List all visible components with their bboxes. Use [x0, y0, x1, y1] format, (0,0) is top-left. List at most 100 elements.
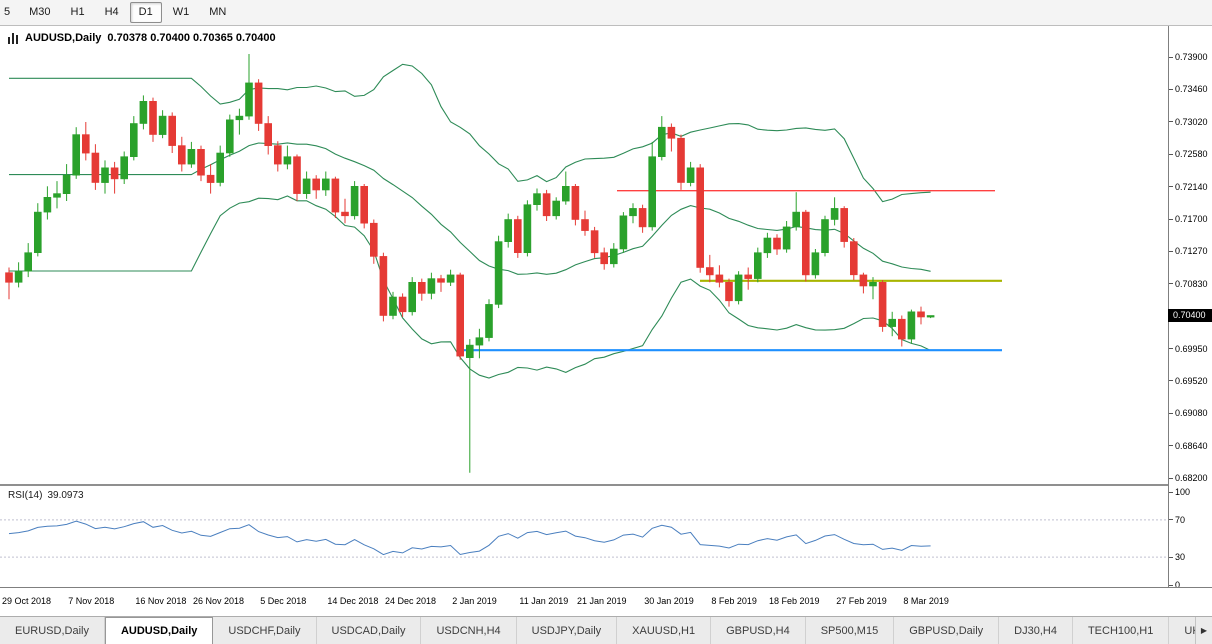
candle-body [696, 167, 705, 268]
timeframe-button-m30[interactable]: M30 [29, 6, 51, 18]
chart-tab-dj30-h4[interactable]: DJ30,H4 [999, 617, 1073, 644]
chart-tabbar: EURUSD,Daily AUDUSD,Daily USDCHF,Daily USDC… [0, 616, 1212, 644]
candle-body [178, 145, 186, 165]
chart-tab-eurusd-daily[interactable]: EURUSD,Daily [0, 617, 105, 644]
price-axis-label: 0.73460 [1175, 84, 1208, 95]
candle-body [24, 252, 33, 272]
rsi-axis-tick [1169, 491, 1173, 493]
candle-body [465, 344, 474, 359]
timeframe-button-d1[interactable]: D1 [129, 2, 162, 23]
candle-body [14, 270, 23, 283]
candle-body [206, 174, 215, 183]
candle-body [120, 156, 128, 180]
chart-tab-gbpusd-daily[interactable]: GBPUSD,Daily [894, 617, 1000, 644]
date-axis-label: 11 Jan 2019 [519, 596, 569, 606]
candle-body [792, 211, 801, 228]
candle-body [53, 193, 61, 198]
candle-body [849, 241, 858, 276]
candle-body [811, 252, 820, 276]
price-axis-label: 0.68640 [1175, 440, 1208, 451]
candle-body [312, 178, 321, 191]
candle-body [561, 186, 570, 202]
price-axis-tick [1169, 445, 1173, 446]
current-price-tag: 0.70400 [1168, 308, 1212, 322]
candle-body [293, 156, 301, 194]
chart-tab-usdjpy-daily[interactable]: USDJPY,Daily [516, 617, 618, 644]
candle-body [878, 281, 887, 327]
candle-body [149, 101, 157, 135]
timeframe-button-h4[interactable]: H4 [104, 6, 119, 18]
rsi-axis-label: 70 [1175, 514, 1186, 525]
chart-region: AUDUSD,Daily 0.70378 0.70400 0.70365 0.7… [0, 26, 1212, 616]
candle-body [504, 219, 513, 243]
price-axis-label: 0.71700 [1175, 214, 1208, 225]
rsi-panel[interactable] [0, 487, 1167, 587]
timeframe-button-mn[interactable]: MN [209, 6, 227, 18]
candle-body [638, 208, 647, 228]
candle-body [734, 274, 743, 302]
candle-body [897, 318, 906, 340]
candle-body [513, 219, 522, 254]
candle-body [82, 134, 90, 154]
chart-tab-usdchf-daily[interactable]: USDCHF,Daily [213, 617, 317, 644]
chart-tab-sp500-m15[interactable]: SP500,M15 [805, 617, 895, 644]
date-axis-label: 30 Jan 2019 [644, 596, 694, 606]
candle-body [485, 304, 493, 338]
date-axis-label: 29 Oct 2018 [2, 596, 52, 606]
candle-body [283, 156, 292, 165]
date-axis-label: 18 Feb 2019 [769, 596, 820, 606]
candle-body [475, 337, 484, 346]
rsi-axis-label: 100 [1175, 487, 1191, 497]
candle-body [542, 193, 551, 217]
chart-tab-xauusd-h1[interactable]: XAUUSD,H1 [617, 617, 712, 644]
price-axis-tick [1169, 186, 1173, 188]
price-axis-tick [1169, 283, 1173, 285]
candle-body [648, 156, 657, 228]
candle-body [321, 178, 330, 191]
rsi-axis-label: 30 [1175, 552, 1186, 563]
candle-body [254, 82, 263, 124]
candle-body [830, 208, 839, 220]
candle-body [235, 115, 244, 121]
candle-body [456, 274, 465, 357]
price-axis-tick [1169, 380, 1173, 381]
timeframe-button-w1[interactable]: W1 [172, 6, 190, 18]
candle-body [91, 152, 100, 183]
candle-body [158, 115, 167, 135]
panel-divider[interactable] [0, 484, 1212, 486]
price-axis-label: 0.71270 [1175, 246, 1208, 257]
candle-body [437, 278, 445, 283]
candle-body [571, 186, 580, 220]
candle-body [686, 167, 695, 183]
rsi-line [8, 520, 931, 556]
candle-body [677, 137, 685, 183]
timeframe-button-5[interactable]: 5 [4, 6, 11, 18]
candle-body [264, 123, 273, 147]
candle-body [360, 186, 369, 224]
chart-tab-audusd-daily[interactable]: AUDUSD,Daily [104, 617, 214, 644]
chart-tab-usdcnh-h4[interactable]: USDCNH,H4 [421, 617, 517, 644]
price-axis-tick [1169, 153, 1173, 155]
timeframe-button-h1[interactable]: H1 [70, 6, 85, 18]
price-axis-tick [1169, 477, 1173, 479]
bollinger-middle-band [9, 142, 931, 275]
price-axis-label: 0.70830 [1175, 278, 1208, 289]
chart-tab-tech100-h1[interactable]: TECH100,H1 [1072, 617, 1170, 644]
main-chart[interactable] [0, 26, 1167, 484]
chart-tab-gbpusd-h4[interactable]: GBPUSD,H4 [711, 617, 806, 644]
price-axis[interactable]: 0.73900 0.73460 0.73020 0.72580 0.72140 0.717… [1168, 26, 1212, 590]
date-axis-label: 14 Dec 2018 [327, 596, 379, 606]
price-axis-label: 0.69520 [1175, 375, 1208, 386]
chart-tab-usdcad-daily[interactable]: USDCAD,Daily [316, 617, 422, 644]
rsi-axis-tick [1169, 584, 1173, 586]
date-axis-label: 8 Feb 2019 [711, 596, 757, 606]
date-axis[interactable]: 29 Oct 2018 7 Nov 2018 16 Nov 2018 26 Nov 2… [0, 587, 1212, 616]
price-axis-label: 0.72580 [1175, 149, 1208, 160]
candle-body [753, 252, 762, 279]
candle-body [907, 311, 916, 340]
candle-body [33, 211, 42, 254]
tabs-container: EURUSD,Daily AUDUSD,Daily USDCHF,Daily USDC… [0, 617, 1212, 644]
candle-body [408, 281, 417, 313]
tab-scroll-right-button[interactable]: ▶ [1195, 617, 1212, 644]
